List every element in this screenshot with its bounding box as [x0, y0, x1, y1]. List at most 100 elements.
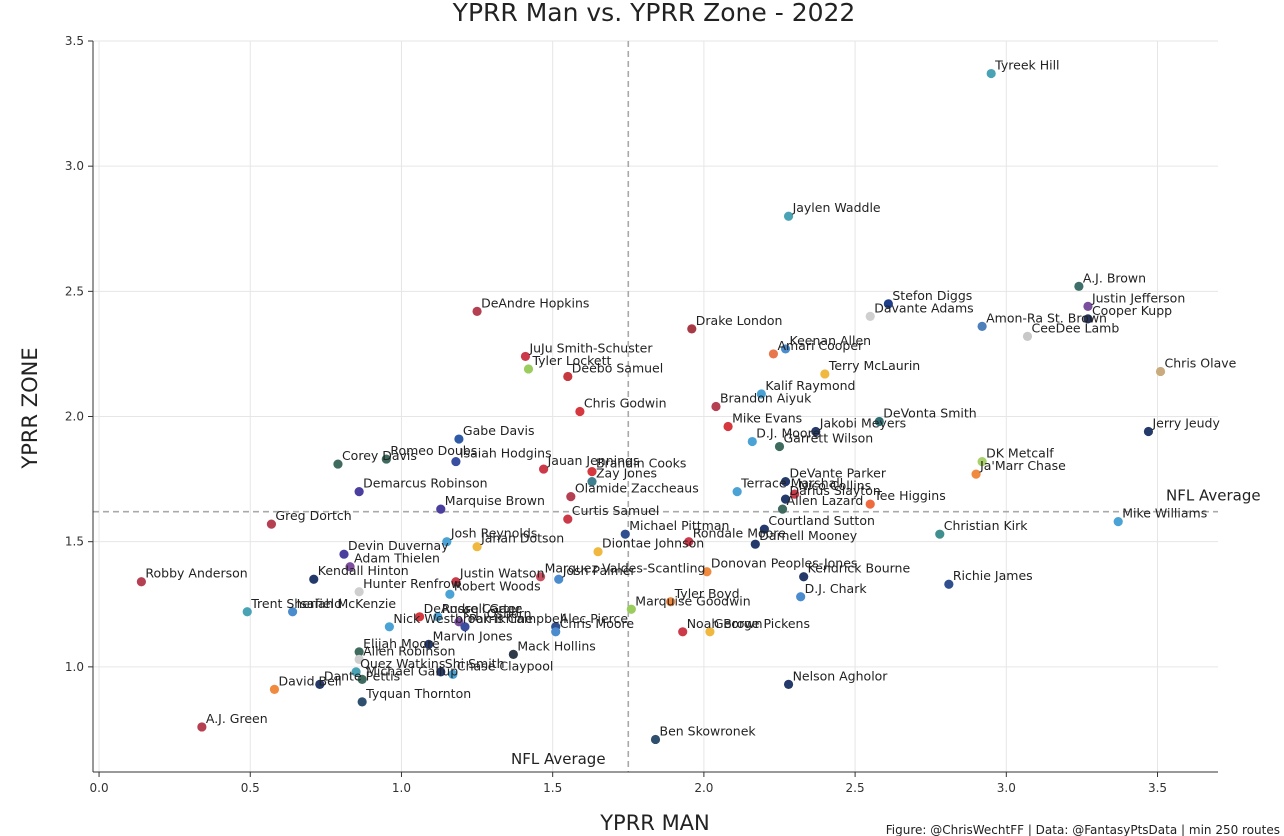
point-label: Parris Campbell: [469, 611, 567, 626]
point-label: Rondale Moore: [693, 526, 786, 541]
scatter-point: [666, 597, 676, 607]
scatter-point: [620, 529, 630, 539]
point-label: Adam Thielen: [354, 551, 440, 566]
point-label: Josh Palmer: [562, 563, 637, 578]
point-label: Trent Sherfield: [250, 596, 342, 611]
y-reference-label: NFL Average: [1166, 487, 1261, 505]
point-label: Jahan Dotson: [480, 531, 564, 546]
x-tick-label: 2.0: [694, 781, 713, 795]
point-label: Marquise Goodwin: [635, 593, 750, 608]
scatter-point: [381, 454, 391, 464]
y-tick-label: 3.5: [65, 34, 84, 48]
scatter-point: [339, 549, 349, 559]
point-label: Jerry Jeudy: [1151, 416, 1220, 431]
point-label: Tyler Boyd: [674, 586, 740, 601]
scatter-point: [269, 684, 280, 694]
scatter-point: [780, 344, 791, 354]
scatter-point: [357, 697, 367, 707]
point-label: Mike Williams: [1122, 506, 1207, 521]
scatter-point: [354, 487, 364, 497]
scatter-point: [442, 537, 452, 547]
point-label: Josh Reynolds: [450, 526, 537, 541]
point-label: Cooper Kupp: [1092, 303, 1172, 318]
reference-lines: [93, 41, 1218, 772]
scatter-point: [563, 371, 573, 382]
x-reference-label: NFL Average: [511, 750, 606, 768]
scatter-point: [883, 299, 893, 309]
point-label: DeAndre Carter: [424, 601, 522, 616]
scatter-point: [345, 562, 355, 572]
point-label: D.J. Moore: [756, 426, 820, 441]
point-label: A.J. Green: [206, 711, 268, 726]
scatter-point: [1155, 366, 1166, 377]
scatter-point: [448, 669, 458, 679]
scatter-point: [535, 572, 546, 582]
point-label: Gabe Davis: [463, 423, 535, 438]
chart-title: YPRR Man vs. YPRR Zone - 2022: [452, 0, 856, 27]
scatter-point: [451, 577, 461, 587]
y-tick-label: 1.0: [65, 660, 84, 674]
scatter-point: [780, 494, 791, 504]
point-label: CeeDee Lamb: [1031, 320, 1119, 335]
point-label: Deebo Samuel: [572, 360, 663, 375]
scatter-point: [242, 607, 252, 617]
point-label: Garrett Wilson: [783, 431, 873, 446]
point-label: Brandin Cooks: [596, 456, 686, 471]
scatter-point: [436, 504, 446, 514]
point-label: Keenan Allen: [790, 333, 872, 348]
scatter-point: [1143, 426, 1154, 437]
scatter-point: [678, 627, 688, 637]
point-label: Chase Claypool: [457, 658, 553, 673]
scatter-point: [777, 504, 788, 514]
scatter-point: [508, 649, 518, 659]
point-label: Terry McLaurin: [828, 358, 920, 373]
x-tick-label: 3.0: [997, 781, 1016, 795]
point-label: Marquise Brown: [445, 493, 545, 508]
point-label: Donovan Peoples-Jones: [711, 556, 858, 571]
point-label: Allen Robinson: [363, 643, 455, 658]
point-label: Zay Jones: [596, 466, 657, 481]
point-label: Justin Jefferson: [1091, 290, 1185, 305]
grid: [93, 40, 1218, 772]
point-label: DeVonta Smith: [883, 406, 976, 421]
point-label: Isaiah Hodgins: [460, 446, 552, 461]
y-tick-label: 2.0: [65, 410, 84, 424]
scatter-point: [702, 567, 712, 577]
scatter-point: [454, 617, 464, 627]
scatter-point: [551, 627, 561, 637]
point-label: George Pickens: [714, 616, 810, 631]
scatter-point: [1083, 314, 1093, 324]
point-label: Michael Gallup: [366, 663, 458, 678]
point-label: Hunter Renfrow: [363, 576, 461, 591]
scatter-point: [351, 667, 361, 677]
point-label: Shi Smith: [445, 656, 505, 671]
scatter-point: [687, 324, 697, 334]
point-label: Richie James: [953, 568, 1033, 583]
scatter-point: [523, 364, 534, 374]
scatter-point: [454, 434, 464, 444]
point-label: Justin Watson: [459, 566, 545, 581]
ticks: 0.0 0.5 1.0 1.5 2.0 2.5 3.0 3.5 1.0 1.5 2.0 2.5 3.0 3…: [65, 34, 1167, 795]
point-label: Christian Kirk: [944, 518, 1029, 533]
scatter-point: [554, 574, 564, 584]
scatter-point: [197, 722, 207, 732]
point-label: JuJu Smith-Schuster: [528, 340, 653, 355]
scatter-point: [650, 734, 661, 745]
point-label: Drake London: [696, 313, 783, 328]
point-label: Greg Dortch: [275, 508, 351, 523]
point-label: Mack Hollins: [517, 638, 595, 653]
points: [136, 68, 1166, 745]
x-tick-label: 1.0: [392, 781, 411, 795]
scatter-point: [944, 579, 954, 589]
point-label: Ben Skowronek: [660, 723, 757, 738]
scatter-point: [977, 456, 987, 467]
point-label: Darius Slayton: [790, 483, 881, 498]
point-label: Diontae Johnson: [602, 536, 704, 551]
scatter-point: [756, 389, 766, 399]
point-label: Chris Olave: [1165, 355, 1237, 370]
point-label: Tyler Lockett: [531, 353, 611, 368]
point-label: Dante Pettis: [324, 668, 400, 683]
scatter-point: [626, 604, 636, 614]
scatter-point: [566, 492, 576, 502]
point-label: Isaiah McKenzie: [297, 596, 397, 611]
